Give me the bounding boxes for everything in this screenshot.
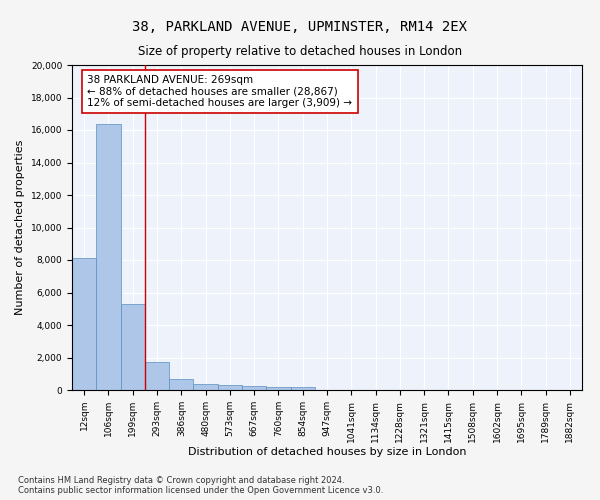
Bar: [193, 384, 218, 390]
Text: Size of property relative to detached houses in London: Size of property relative to detached ho…: [138, 45, 462, 58]
Text: Contains HM Land Registry data © Crown copyright and database right 2024.: Contains HM Land Registry data © Crown c…: [18, 476, 344, 485]
Y-axis label: Number of detached properties: Number of detached properties: [15, 140, 25, 315]
Bar: [145, 362, 169, 390]
Bar: [169, 378, 193, 390]
Bar: [121, 304, 145, 390]
Bar: [218, 386, 242, 390]
X-axis label: Distribution of detached houses by size in London: Distribution of detached houses by size …: [188, 448, 466, 458]
Bar: [290, 387, 315, 390]
Text: Contains public sector information licensed under the Open Government Licence v3: Contains public sector information licen…: [18, 486, 383, 495]
Text: 38 PARKLAND AVENUE: 269sqm
← 88% of detached houses are smaller (28,867)
12% of : 38 PARKLAND AVENUE: 269sqm ← 88% of deta…: [88, 74, 352, 108]
Bar: [266, 387, 290, 390]
Bar: [242, 386, 266, 390]
Bar: [72, 258, 96, 390]
Text: 38, PARKLAND AVENUE, UPMINSTER, RM14 2EX: 38, PARKLAND AVENUE, UPMINSTER, RM14 2EX: [133, 20, 467, 34]
Bar: [96, 124, 121, 390]
